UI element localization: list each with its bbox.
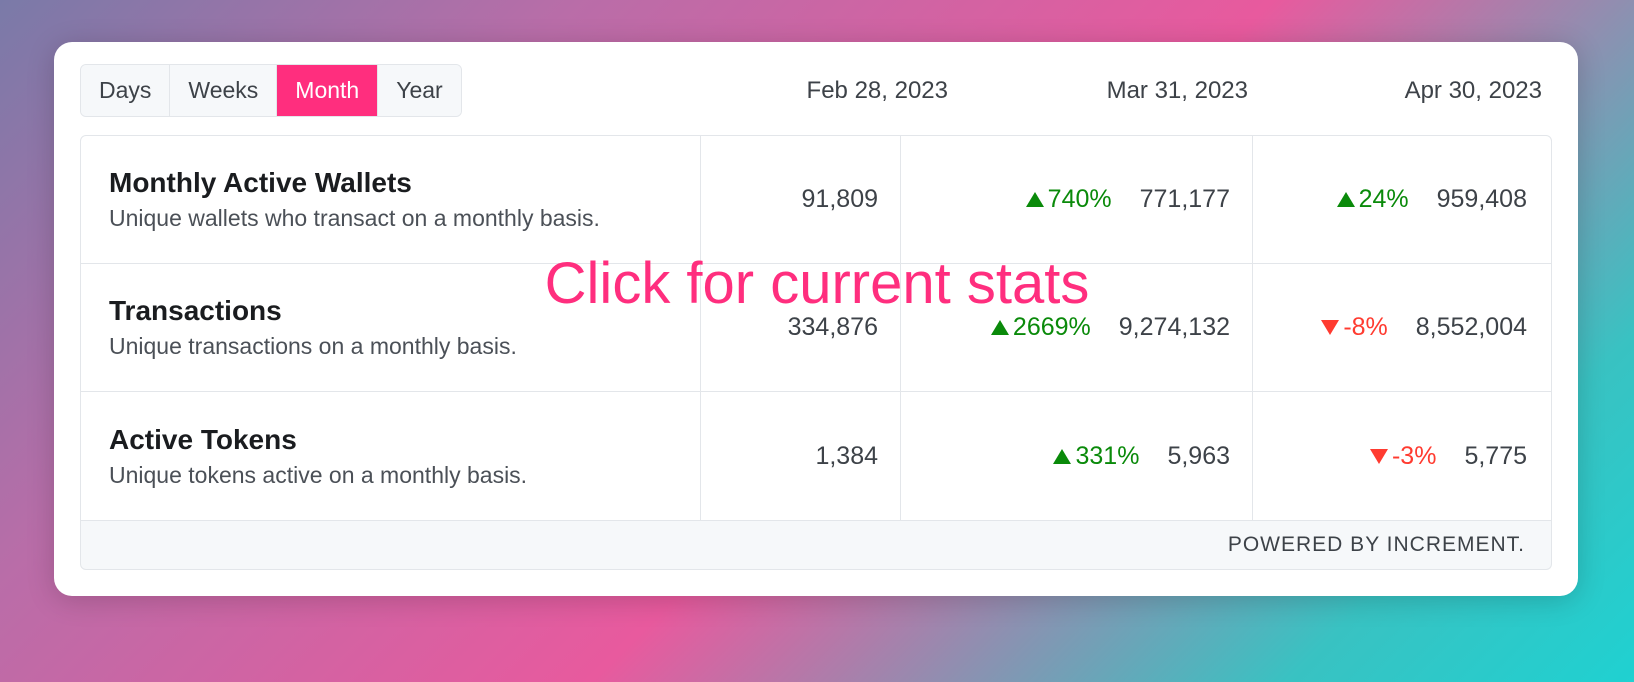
metric-value: 8,552,004	[1416, 313, 1527, 342]
pct-value: 740%	[1048, 185, 1112, 214]
date-col-3: Apr 30, 2023	[1258, 77, 1552, 105]
pct-value: -3%	[1392, 442, 1436, 471]
value-col-3: -3% 5,775	[1253, 392, 1549, 520]
metric-value: 5,775	[1464, 442, 1527, 471]
metric-title: Active Tokens	[109, 424, 690, 456]
up-triangle-icon	[991, 320, 1009, 335]
metric-desc: Unique tokens active on a monthly basis.	[109, 462, 690, 489]
pct-value: 2669%	[1013, 313, 1091, 342]
metric-desc: Unique transactions on a monthly basis.	[109, 333, 690, 360]
metric-cell: Transactions Unique transactions on a mo…	[81, 264, 701, 391]
metric-value: 334,876	[788, 313, 878, 342]
pct-value: 24%	[1359, 185, 1409, 214]
date-col-2: Mar 31, 2023	[958, 77, 1258, 105]
table-row: Monthly Active Wallets Unique wallets wh…	[81, 136, 1551, 264]
up-triangle-icon	[1026, 192, 1044, 207]
metric-value: 771,177	[1140, 185, 1230, 214]
table-row: Transactions Unique transactions on a mo…	[81, 264, 1551, 392]
metric-cell: Monthly Active Wallets Unique wallets wh…	[81, 136, 701, 263]
date-col-1: Feb 28, 2023	[628, 77, 958, 105]
value-col-1: 1,384	[701, 392, 901, 520]
down-triangle-icon	[1321, 320, 1339, 335]
pct-change: 740%	[1026, 185, 1112, 214]
up-triangle-icon	[1053, 449, 1071, 464]
tab-weeks[interactable]: Weeks	[170, 65, 277, 116]
value-col-2: 740% 771,177	[901, 136, 1253, 263]
pct-value: 331%	[1075, 442, 1139, 471]
metric-value: 959,408	[1437, 185, 1527, 214]
value-col-1: 91,809	[701, 136, 901, 263]
pct-change: 2669%	[991, 313, 1091, 342]
metric-cell: Active Tokens Unique tokens active on a …	[81, 392, 701, 520]
pct-change: 331%	[1053, 442, 1139, 471]
tab-month[interactable]: Month	[277, 65, 378, 116]
metric-value: 91,809	[802, 185, 878, 214]
metrics-table: Monthly Active Wallets Unique wallets wh…	[80, 135, 1552, 521]
pct-change: -3%	[1370, 442, 1436, 471]
date-headers: Feb 28, 2023 Mar 31, 2023 Apr 30, 2023	[628, 77, 1552, 105]
value-col-3: 24% 959,408	[1253, 136, 1549, 263]
metric-title: Transactions	[109, 295, 690, 327]
powered-by-footer: POWERED BY INCREMENT.	[80, 521, 1552, 570]
period-tabs: Days Weeks Month Year	[80, 64, 462, 117]
metric-desc: Unique wallets who transact on a monthly…	[109, 205, 690, 232]
metric-value: 5,963	[1167, 442, 1230, 471]
metric-title: Monthly Active Wallets	[109, 167, 690, 199]
pct-value: -8%	[1343, 313, 1387, 342]
value-col-3: -8% 8,552,004	[1253, 264, 1549, 391]
down-triangle-icon	[1370, 449, 1388, 464]
table-row: Active Tokens Unique tokens active on a …	[81, 392, 1551, 520]
pct-change: 24%	[1337, 185, 1409, 214]
stats-card: Days Weeks Month Year Feb 28, 2023 Mar 3…	[54, 42, 1578, 596]
value-col-2: 331% 5,963	[901, 392, 1253, 520]
metric-value: 1,384	[815, 442, 878, 471]
up-triangle-icon	[1337, 192, 1355, 207]
tab-year[interactable]: Year	[378, 65, 460, 116]
pct-change: -8%	[1321, 313, 1387, 342]
metric-value: 9,274,132	[1119, 313, 1230, 342]
value-col-1: 334,876	[701, 264, 901, 391]
card-topbar: Days Weeks Month Year Feb 28, 2023 Mar 3…	[80, 64, 1552, 135]
value-col-2: 2669% 9,274,132	[901, 264, 1253, 391]
tab-days[interactable]: Days	[81, 65, 170, 116]
